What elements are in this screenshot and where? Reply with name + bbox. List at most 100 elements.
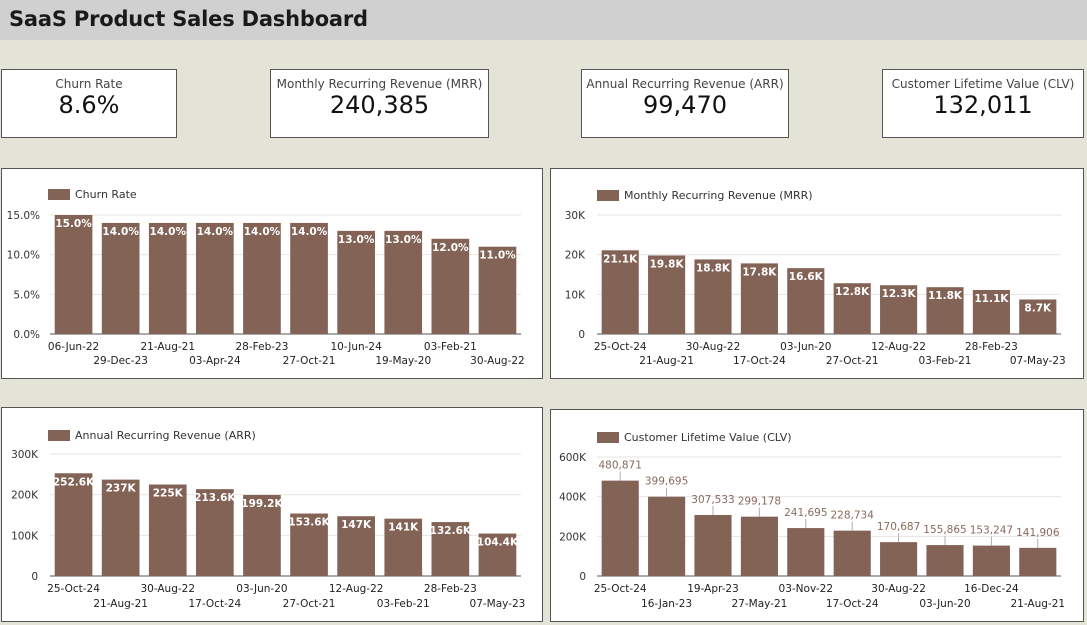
x-tick-label: 27-Oct-21 — [283, 598, 336, 610]
kpi-card-clv: Customer Lifetime Value (CLV) 132,011 — [882, 69, 1084, 138]
data-label: 237K — [106, 483, 137, 495]
chart-bar — [648, 255, 686, 334]
data-label: 199.2K — [241, 498, 283, 510]
chart-bar — [740, 516, 778, 576]
chart-bar — [101, 479, 140, 576]
y-tick-label: 10.0% — [7, 250, 40, 262]
y-tick-label: 30K — [565, 210, 586, 222]
chart-bar — [148, 222, 187, 334]
kpi-label: Customer Lifetime Value (CLV) — [891, 77, 1075, 91]
data-label: 170,687 — [877, 521, 920, 533]
chart-bar — [880, 542, 918, 576]
chart-bar — [601, 480, 639, 576]
chart-bar — [384, 518, 423, 576]
y-tick-label: 200K — [11, 490, 39, 502]
chart-bar — [196, 222, 234, 334]
chart-bar — [972, 289, 1010, 334]
data-label: 17.8K — [742, 266, 777, 278]
chart-legend: Churn Rate — [48, 188, 137, 201]
chart-bar — [740, 263, 778, 334]
data-label: 132.6K — [430, 525, 472, 537]
data-label: 228,734 — [830, 510, 874, 522]
chart-bar — [601, 250, 639, 334]
legend-swatch — [48, 430, 70, 441]
x-tick-label: 25-Oct-24 — [594, 583, 647, 595]
chart-legend: Annual Recurring Revenue (ARR) — [48, 429, 256, 442]
data-label: 12.8K — [835, 286, 870, 298]
data-label: 12.0% — [432, 242, 469, 254]
data-label: 104.4K — [477, 537, 519, 549]
x-tick-label: 03-Feb-21 — [377, 598, 430, 610]
x-tick-label: 21-Aug-21 — [1011, 598, 1066, 610]
data-label: 141K — [388, 522, 419, 534]
legend-swatch — [48, 189, 70, 200]
data-label: 12.3K — [882, 288, 917, 300]
data-label: 241,695 — [784, 507, 827, 519]
chart-bar — [101, 222, 140, 334]
legend-label: Monthly Recurring Revenue (MRR) — [624, 189, 813, 202]
data-label: 153.6K — [288, 517, 330, 529]
kpi-value: 132,011 — [933, 91, 1033, 119]
data-label: 8.7K — [1024, 302, 1052, 314]
x-tick-label: 30-Aug-22 — [686, 341, 741, 353]
chart-bar — [431, 238, 470, 334]
kpi-value: 99,470 — [643, 91, 727, 119]
kpi-label: Churn Rate — [55, 77, 123, 91]
data-label: 19.8K — [650, 258, 685, 270]
data-label: 155,865 — [923, 524, 966, 536]
x-tick-label: 30-Aug-22 — [470, 355, 525, 367]
x-tick-label: 19-Apr-23 — [687, 583, 739, 595]
x-tick-label: 27-Oct-21 — [283, 355, 336, 367]
x-tick-label: 07-May-23 — [1010, 355, 1066, 367]
data-label: 21.1K — [603, 253, 638, 265]
legend-label: Customer Lifetime Value (CLV) — [624, 431, 792, 444]
x-tick-label: 17-Oct-24 — [733, 355, 786, 367]
data-label: 14.0% — [244, 226, 281, 238]
y-tick-label: 300K — [11, 449, 39, 461]
y-tick-label: 200K — [559, 531, 587, 543]
chart-bar — [148, 484, 187, 576]
data-label: 307,533 — [691, 494, 734, 506]
x-tick-label: 19-May-20 — [375, 355, 431, 367]
chart-bar — [787, 528, 825, 576]
chart-bar — [290, 222, 328, 334]
data-label: 18.8K — [696, 262, 731, 274]
chart-bar — [337, 230, 375, 334]
data-label: 213.6K — [194, 492, 236, 504]
chart-bar — [384, 230, 423, 334]
x-tick-label: 27-May-21 — [731, 598, 787, 610]
data-label: 14.0% — [197, 226, 234, 238]
x-tick-label: 06-Jun-22 — [48, 341, 99, 353]
data-label: 14.0% — [102, 226, 139, 238]
data-label: 14.0% — [150, 226, 187, 238]
chart-panel-arr: Annual Recurring Revenue (ARR) 0 100K 200K… — [1, 407, 543, 622]
chart-bar — [926, 287, 964, 334]
x-tick-label: 03-Jun-20 — [780, 341, 831, 353]
clv-bar-chart: 0 200K 400K 600K 480,871 25-Oct-24 399,695 16-J… — [559, 452, 1066, 610]
chart-panel-churn-rate: Churn Rate 0.0% 5.0% 10.0% 15.0% 15.0% 06-Jun… — [1, 168, 543, 379]
dashboard-header: SaaS Product Sales Dashboard — [0, 0, 1087, 40]
kpi-card-churn-rate: Churn Rate 8.6% — [1, 69, 177, 138]
legend-swatch — [597, 190, 619, 201]
chart-bar — [1019, 299, 1057, 334]
x-tick-label: 03-Feb-21 — [919, 355, 972, 367]
y-tick-label: 15.0% — [7, 210, 40, 222]
kpi-card-mrr: Monthly Recurring Revenue (MRR) 240,385 — [270, 69, 489, 138]
chart-bar — [1019, 547, 1057, 576]
x-tick-label: 30-Aug-22 — [871, 583, 926, 595]
x-tick-label: 28-Feb-23 — [236, 341, 289, 353]
data-label: 11.1K — [974, 293, 1009, 305]
y-tick-label: 400K — [559, 492, 587, 504]
kpi-card-arr: Annual Recurring Revenue (ARR) 99,470 — [581, 69, 789, 138]
chart-bar — [787, 268, 825, 334]
chart-panel-clv: Customer Lifetime Value (CLV) 0 200K 400K 6… — [550, 409, 1084, 622]
chart-bar — [243, 494, 281, 576]
x-tick-label: 30-Aug-22 — [140, 583, 195, 595]
y-tick-label: 5.0% — [13, 289, 40, 301]
legend-swatch — [597, 432, 619, 443]
chart-bar — [926, 545, 964, 576]
x-tick-label: 07-May-23 — [470, 598, 526, 610]
data-label: 11.0% — [479, 250, 516, 262]
kpi-label: Annual Recurring Revenue (ARR) — [586, 77, 784, 91]
x-tick-label: 03-Nov-22 — [779, 583, 834, 595]
